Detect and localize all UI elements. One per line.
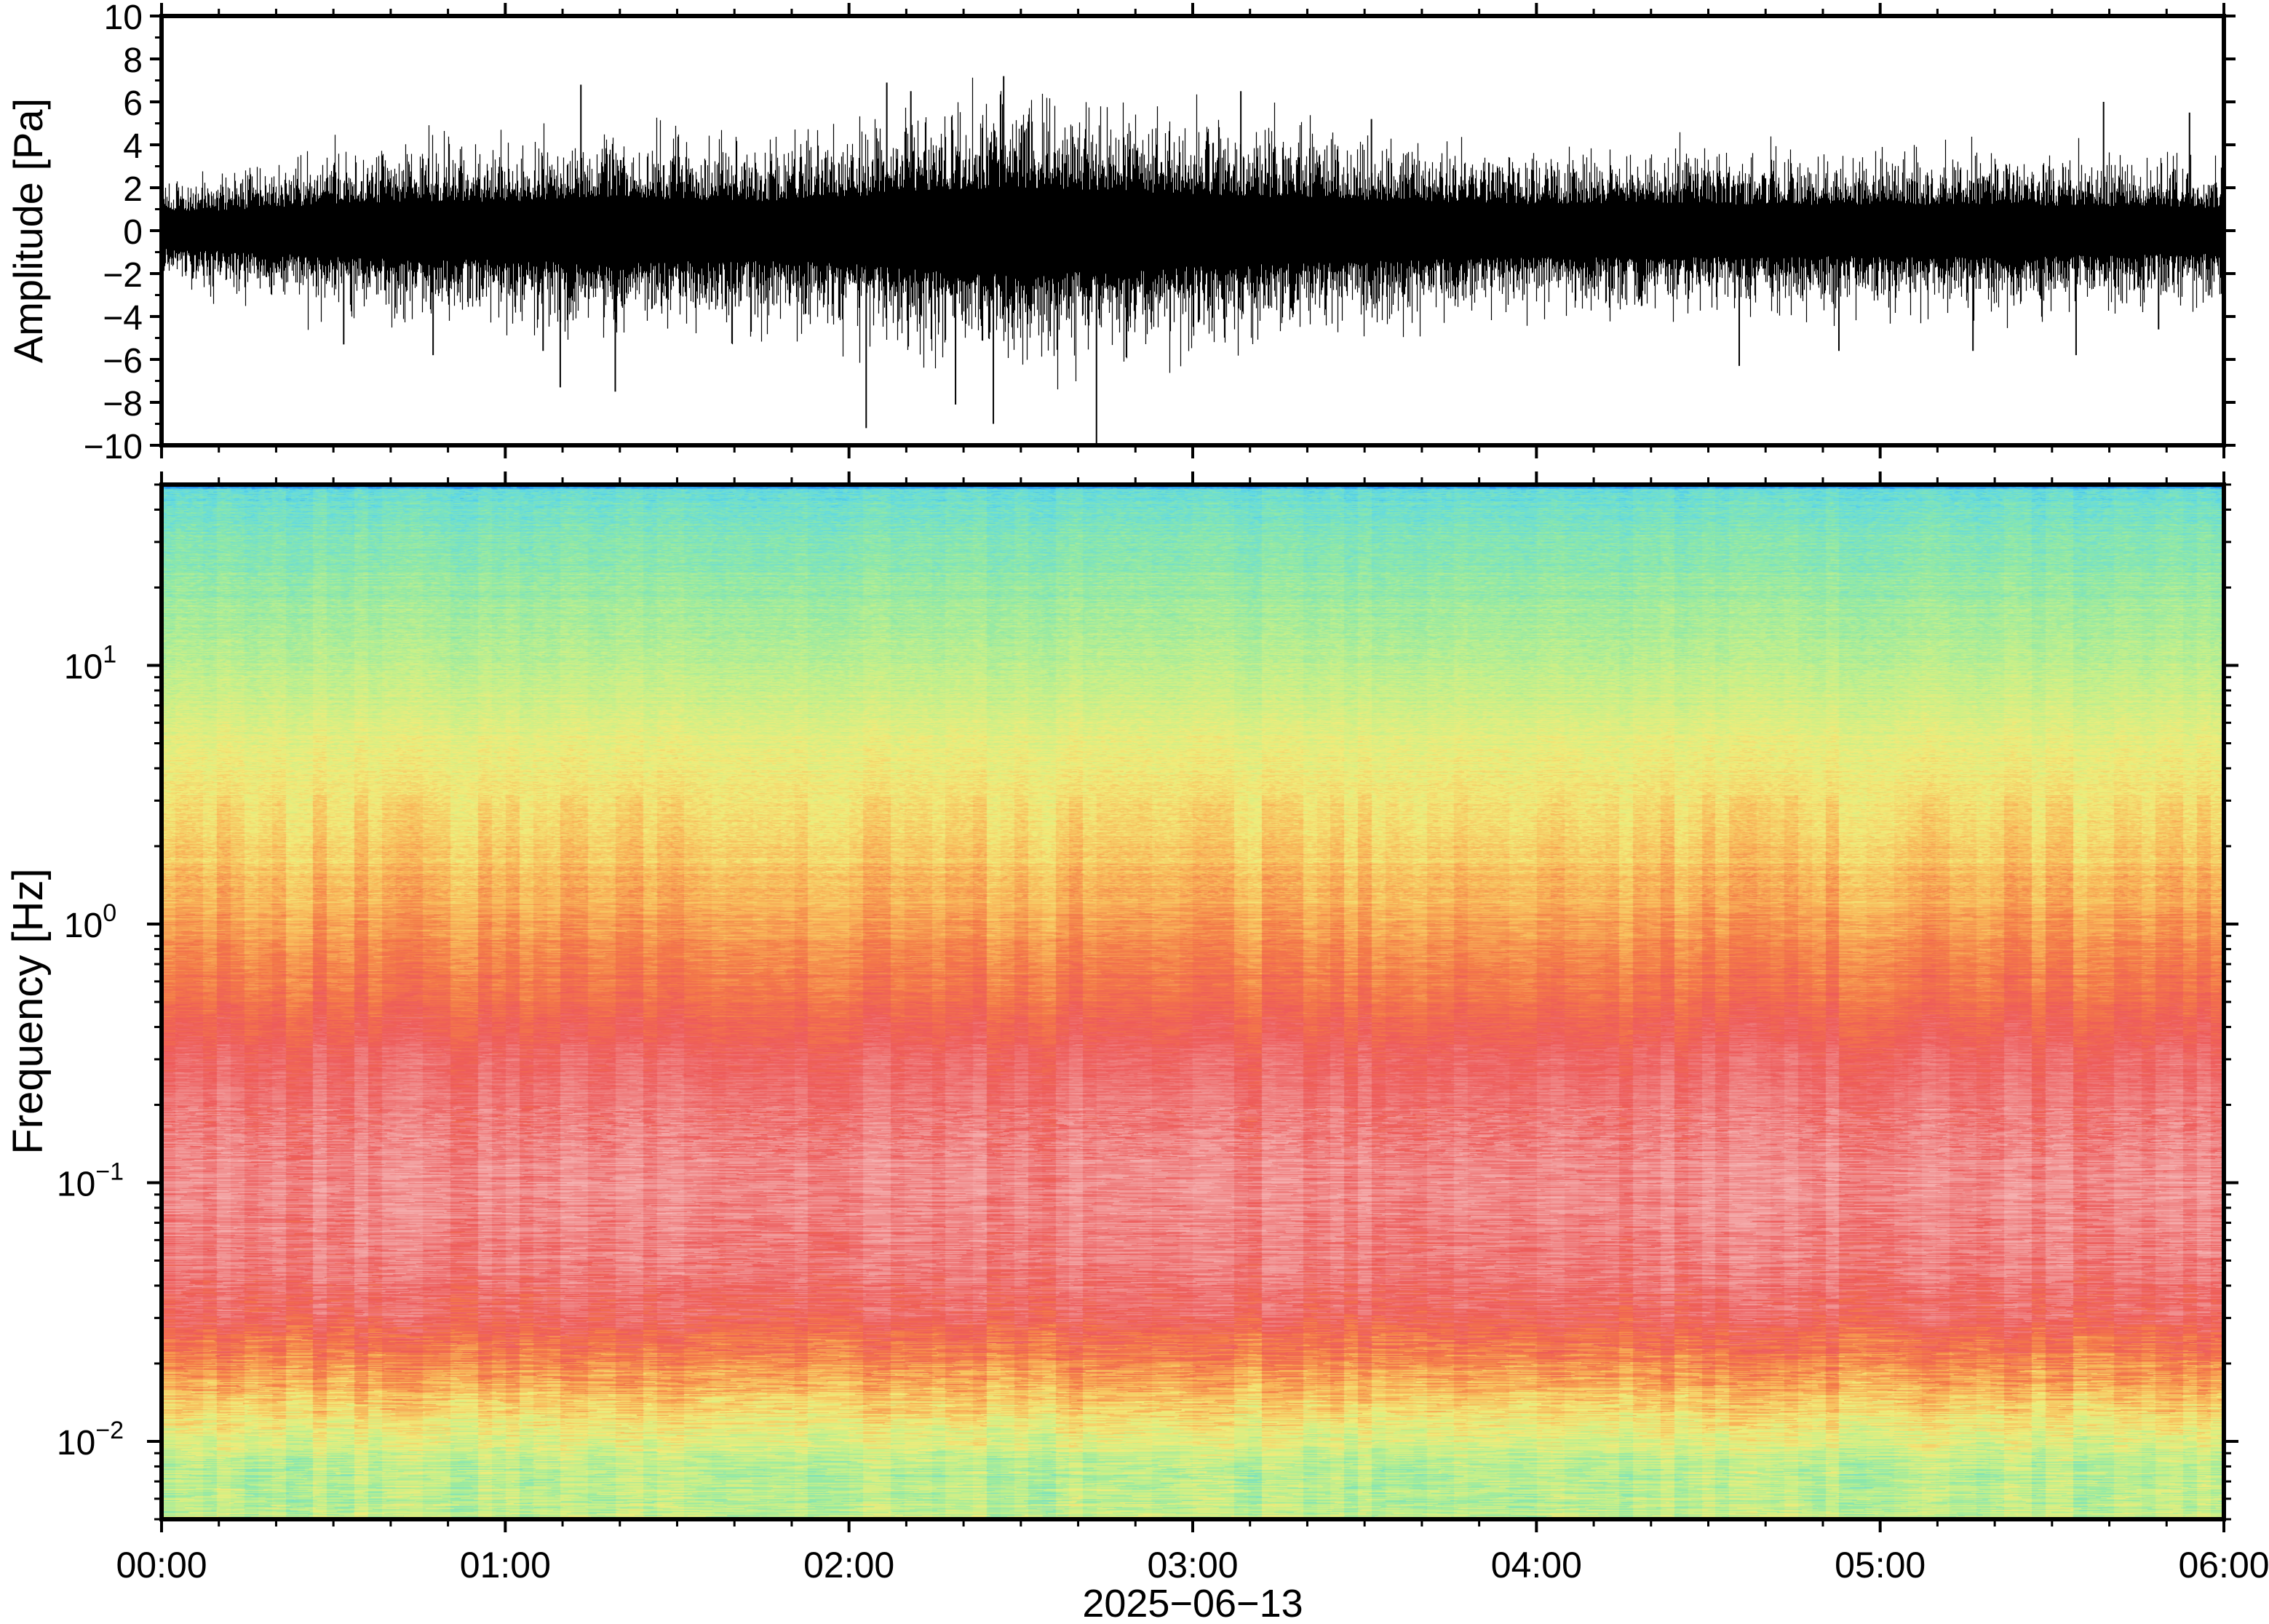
time-tick-label: 03:00 <box>1147 1545 1238 1585</box>
spectrogram-raster <box>162 485 2224 1519</box>
waveform-y-tick-label: −2 <box>103 256 143 295</box>
waveform-y-tick-label: −8 <box>103 385 143 423</box>
waveform-y-tick-label: −6 <box>103 342 143 381</box>
frequency-y-tick-label: 10−2 <box>57 1417 124 1462</box>
spectrogram-x-ticks: 00:00 01:00 02:00 03:00 04:00 05:00 06:00 <box>116 471 2269 1585</box>
waveform-envelope <box>161 77 2225 390</box>
waveform-trace <box>161 76 2225 445</box>
frequency-y-tick-label: 10−1 <box>57 1158 124 1203</box>
waveform-y-tick-label: 4 <box>123 127 143 166</box>
waveform-y-tick-label: −4 <box>103 299 143 338</box>
amplitude-axis-label: Amplitude [Pa] <box>5 98 51 363</box>
time-tick-label: 06:00 <box>2178 1545 2269 1585</box>
time-tick-label: 04:00 <box>1491 1545 1582 1585</box>
waveform-x-ticks <box>160 3 2225 458</box>
waveform-y-tick-label: 6 <box>123 84 143 123</box>
frequency-y-tick-label: 101 <box>64 640 116 686</box>
time-tick-label: 01:00 <box>460 1545 551 1585</box>
waveform-y-ticks: 10 8 6 4 2 0 −2 −4 −6 −8 −10 <box>84 0 2236 466</box>
waveform-y-tick-label: 8 <box>123 41 143 80</box>
time-tick-label: 05:00 <box>1835 1545 1926 1585</box>
frequency-axis-label: Frequency [Hz] <box>4 868 52 1154</box>
waveform-y-tick-label: −10 <box>84 428 143 466</box>
spectrogram-panel: 101 100 10−1 10−2 00:00 01:00 02:00 03:00 04:00… <box>4 471 2269 1624</box>
spectrogram-image <box>162 485 2224 1519</box>
waveform-panel: 10 8 6 4 2 0 −2 −4 −6 −8 −10 Amplitude [Pa] <box>5 0 2236 466</box>
waveform-y-tick-label: 10 <box>104 0 143 37</box>
waveform-y-tick-label: 2 <box>123 170 143 209</box>
date-axis-label: 2025−06−13 <box>1082 1582 1303 1624</box>
spectrogram-y-ticks: 101 100 10−1 10−2 <box>57 483 2238 1521</box>
time-tick-label: 00:00 <box>116 1545 207 1585</box>
time-tick-label: 02:00 <box>803 1545 894 1585</box>
waveform-y-tick-label: 0 <box>123 213 143 252</box>
frequency-y-tick-label: 100 <box>64 899 116 945</box>
